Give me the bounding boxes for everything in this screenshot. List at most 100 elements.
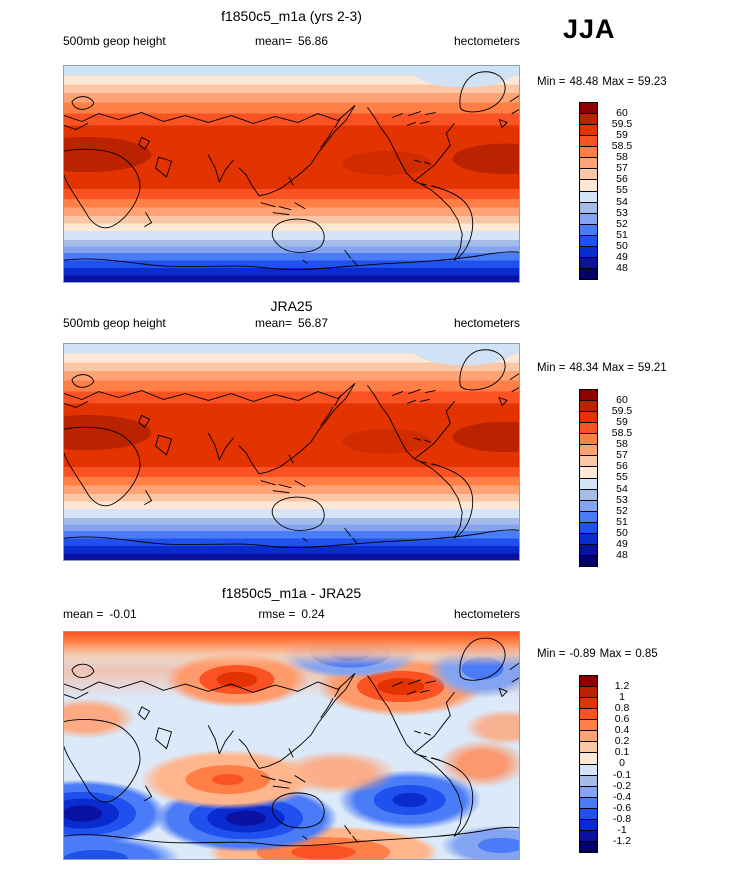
colorbar-cell: [580, 125, 597, 137]
colorbar-cell: [580, 401, 597, 413]
colorbar-tick-label: 55: [616, 471, 628, 484]
colorbar-tick-label: -1.2: [612, 835, 632, 848]
panel3-colorbar: [579, 675, 598, 853]
colorbar-cell: [580, 180, 597, 192]
colorbar-cell: [580, 478, 597, 490]
panel3-rmse: rmse = 0.24: [258, 607, 325, 621]
colorbar-tick-label: 0.8: [614, 701, 630, 714]
panel2-map: [63, 343, 520, 561]
panel3-mean: mean = -0.01: [63, 607, 137, 621]
colorbar-cell: [580, 456, 597, 468]
colorbar-tick-label: 55: [616, 184, 628, 197]
panel2-mean: mean= 56.87: [254, 316, 329, 330]
colorbar-cell: [580, 257, 597, 269]
colorbar-cell: [580, 522, 597, 534]
colorbar-cell: [580, 158, 597, 170]
colorbar-tick-label: 53: [616, 206, 628, 219]
colorbar-cell: [580, 709, 597, 721]
panel1-units: hectometers: [453, 34, 520, 48]
panel2-units: hectometers: [453, 316, 520, 330]
colorbar-cell: [580, 830, 597, 842]
colorbar-tick-label: 0.2: [614, 735, 630, 748]
colorbar-cell: [580, 147, 597, 159]
panel1-colorbar-ticks: 60 59.5 59 58.5 58 57 56 55 54 53 52 51 50 49 48: [602, 107, 642, 275]
colorbar-tick-label: 50: [616, 240, 628, 252]
colorbar-tick-label: 58.5: [611, 426, 633, 439]
panel1-minmax: Min = 48.48 Max = 59.23: [537, 76, 667, 88]
panel2-stats-row: 500mb geop height mean= 56.87 hectometers: [63, 316, 520, 331]
colorbar-tick-label: 56: [616, 173, 628, 186]
colorbar-cell: [580, 808, 597, 820]
colorbar-tick-label: 1: [619, 690, 625, 703]
colorbar-tick-label: 0.4: [614, 724, 630, 736]
colorbar-cell: [580, 544, 597, 556]
colorbar-tick-label: 48: [616, 262, 628, 275]
colorbar-tick-label: 0.6: [614, 712, 630, 725]
colorbar-tick-label: 59: [616, 415, 628, 428]
colorbar-tick-label: 59.5: [611, 117, 633, 130]
colorbar-tick-label: 51: [616, 228, 628, 241]
panel1-colorbar: [579, 102, 598, 280]
colorbar-tick-label: 53: [616, 493, 628, 506]
colorbar-tick-label: -0.4: [612, 790, 632, 803]
colorbar-tick-label: 58: [616, 438, 628, 450]
colorbar-tick-label: -1: [617, 824, 627, 837]
colorbar-cell: [580, 676, 597, 688]
colorbar-cell: [580, 169, 597, 181]
colorbar-tick-label: 58.5: [611, 139, 633, 152]
panel2-title: JRA25: [270, 298, 313, 314]
colorbar-tick-label: 52: [616, 504, 628, 517]
coastlines-overlay: [64, 637, 519, 847]
colorbar-tick-label: 54: [616, 482, 628, 495]
colorbar-tick-label: -0.8: [612, 813, 632, 825]
panel1-mean: mean= 56.86: [254, 34, 329, 48]
colorbar-cell: [580, 555, 597, 566]
colorbar-cell: [580, 445, 597, 457]
colorbar-tick-label: 50: [616, 527, 628, 539]
colorbar-tick-label: -0.2: [612, 779, 632, 792]
colorbar-cell: [580, 731, 597, 743]
panel2-minmax: Min = 48.34 Max = 59.21: [537, 362, 667, 374]
panel3-stats-row: mean = -0.01 rmse = 0.24 hectometers: [63, 607, 520, 622]
panel1-title: f1850c5_m1a (yrs 2-3): [221, 8, 362, 24]
panel3-units: hectometers: [453, 607, 520, 621]
colorbar-cell: [580, 136, 597, 148]
colorbar-tick-label: 52: [616, 217, 628, 230]
colorbar-cell: [580, 775, 597, 787]
colorbar-cell: [580, 423, 597, 435]
panel1-map: [63, 65, 520, 283]
colorbar-cell: [580, 224, 597, 236]
colorbar-cell: [580, 753, 597, 765]
colorbar-tick-label: 59: [616, 128, 628, 141]
colorbar-tick-label: 56: [616, 460, 628, 473]
colorbar-cell: [580, 742, 597, 754]
colorbar-cell: [580, 213, 597, 225]
colorbar-cell: [580, 114, 597, 126]
panel3-map: [63, 631, 520, 860]
panel2-colorbar: [579, 389, 598, 567]
colorbar-cell: [580, 412, 597, 424]
colorbar-tick-label: 49: [616, 251, 628, 264]
colorbar-tick-label: 49: [616, 538, 628, 551]
coastlines-overlay: [64, 71, 519, 270]
colorbar-cell: [580, 235, 597, 247]
panel2-variable-label: 500mb geop height: [63, 316, 166, 330]
colorbar-tick-label: -0.6: [612, 801, 632, 814]
colorbar-tick-label: 48: [616, 549, 628, 562]
colorbar-tick-label: 51: [616, 515, 628, 528]
colorbar-cell: [580, 500, 597, 512]
colorbar-tick-label: 57: [616, 449, 628, 462]
colorbar-tick-label: -0.1: [612, 768, 632, 781]
panel2-colorbar-ticks: 60 59.5 59 58.5 58 57 56 55 54 53 52 51 50 49 48: [602, 393, 642, 562]
colorbar-tick-label: 58: [616, 151, 628, 163]
colorbar-tick-label: 0.1: [614, 746, 630, 759]
panel3-minmax: Min = -0.89 Max = 0.85: [537, 648, 658, 660]
coastlines-overlay: [64, 349, 519, 548]
colorbar-cell: [580, 764, 597, 776]
colorbar-cell: [580, 841, 597, 852]
colorbar-cell: [580, 489, 597, 501]
colorbar-tick-label: 1.2: [614, 679, 630, 692]
colorbar-tick-label: 60: [616, 393, 628, 406]
colorbar-cell: [580, 434, 597, 446]
